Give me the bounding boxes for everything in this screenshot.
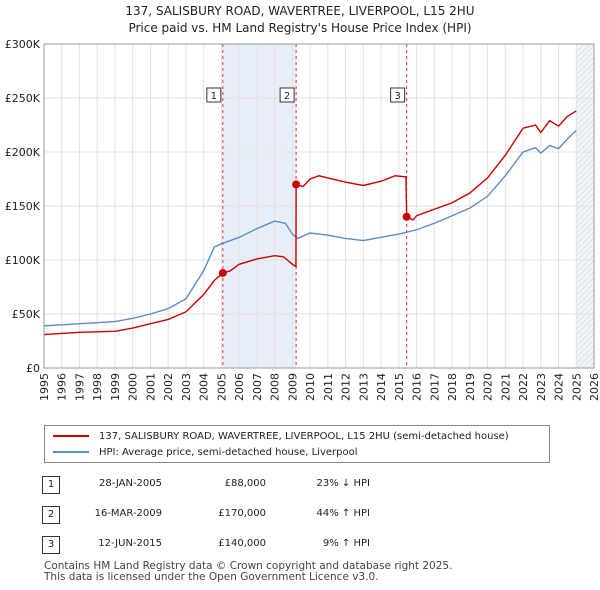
y-tick-label: £100K (5, 254, 41, 267)
legend-entry-property: 137, SALISBURY ROAD, WAVERTREE, LIVERPOO… (53, 428, 509, 444)
x-tick-label: 2000 (127, 373, 140, 401)
x-tick-label: 2020 (482, 373, 495, 401)
y-tick-label: £200K (5, 146, 41, 159)
x-tick-label: 2002 (162, 373, 175, 401)
x-tick-label: 1999 (109, 373, 122, 401)
chart-title: 137, SALISBURY ROAD, WAVERTREE, LIVERPOO… (125, 4, 475, 18)
x-tick-label: 2017 (428, 373, 441, 401)
footer-licence: This data is licensed under the Open Gov… (44, 571, 379, 583)
y-tick-label: £0 (26, 362, 40, 375)
transaction-date: 16-MAR-2009 (94, 508, 162, 519)
transaction-date: 28-JAN-2005 (98, 478, 162, 489)
y-tick-label: £300K (5, 38, 41, 51)
x-tick-label: 2019 (464, 373, 477, 401)
transaction-marker-label: 3 (394, 91, 400, 102)
x-tick-label: 2016 (411, 373, 424, 401)
transaction-point (292, 180, 301, 189)
transaction-row: 1 28-JAN-2005 £88,000 23% ↓ HPI (0, 474, 600, 498)
x-tick-label: 2008 (269, 373, 282, 401)
x-tick-label: 2022 (517, 373, 530, 401)
x-tick-label: 2026 (588, 373, 600, 401)
x-tick-label: 2013 (357, 373, 370, 401)
transaction-price: £140,000 (218, 538, 266, 549)
footer: Contains HM Land Registry data © Crown c… (44, 561, 452, 583)
x-tick-label: 2004 (198, 373, 211, 401)
legend-line-property (53, 435, 89, 437)
x-tick-label: 1995 (38, 373, 51, 401)
footer-copyright: Contains HM Land Registry data © Crown c… (44, 560, 453, 572)
legend: 137, SALISBURY ROAD, WAVERTREE, LIVERPOO… (44, 425, 550, 463)
x-tick-label: 2005 (215, 373, 228, 401)
x-tick-label: 2018 (446, 373, 459, 401)
transaction-hpi: 23% ↓ HPI (316, 478, 370, 489)
transaction-row: 2 16-MAR-2009 £170,000 44% ↑ HPI (0, 504, 600, 528)
legend-entry-hpi: HPI: Average price, semi-detached house,… (53, 444, 358, 460)
x-tick-label: 2025 (570, 373, 583, 401)
x-tick-label: 2010 (304, 373, 317, 401)
transaction-number: 3 (42, 536, 60, 554)
x-tick-label: 2012 (340, 373, 353, 401)
transaction-hpi: 44% ↑ HPI (316, 508, 370, 519)
transaction-date: 12-JUN-2015 (98, 538, 162, 549)
transaction-price: £88,000 (224, 478, 266, 489)
x-tick-label: 1997 (73, 373, 86, 401)
transaction-marker-box (206, 87, 222, 103)
x-tick-label: 2007 (251, 373, 264, 401)
x-tick-label: 2021 (499, 373, 512, 401)
x-tick-label: 2009 (286, 373, 299, 401)
transaction-number: 1 (42, 476, 60, 494)
transaction-point (402, 212, 411, 221)
x-tick-label: 2001 (144, 373, 157, 401)
transaction-number: 2 (42, 506, 60, 524)
transaction-marker-label: 1 (211, 91, 217, 102)
x-tick-label: 2006 (233, 373, 246, 401)
property-line (43, 110, 577, 336)
transaction-point (218, 268, 227, 277)
x-tick-label: 2014 (375, 373, 388, 401)
legend-line-hpi (53, 451, 89, 453)
chart-subtitle: Price paid vs. HM Land Registry's House … (128, 21, 472, 35)
x-tick-label: 2024 (553, 373, 566, 401)
x-tick-label: 2015 (393, 373, 406, 401)
legend-label-hpi: HPI: Average price, semi-detached house,… (99, 446, 358, 458)
plot-frame (43, 43, 595, 369)
y-tick-label: £250K (5, 92, 41, 105)
transaction-price: £170,000 (218, 508, 266, 519)
hpi-line (43, 129, 577, 327)
y-tick-label: £150K (5, 200, 41, 213)
x-tick-label: 1996 (56, 373, 69, 401)
x-tick-label: 1998 (91, 373, 104, 401)
transaction-marker-label: 2 (284, 91, 290, 102)
x-tick-label: 2023 (535, 373, 548, 401)
transaction-row: 3 12-JUN-2015 £140,000 9% ↑ HPI (0, 534, 600, 558)
x-tick-label: 2003 (180, 373, 193, 401)
transaction-marker-box (279, 87, 295, 103)
transaction-marker-box (390, 87, 406, 103)
legend-label-property: 137, SALISBURY ROAD, WAVERTREE, LIVERPOO… (99, 430, 509, 442)
price-chart: £0 £50K £100K £150K £200K £250K £300K 1995 1996 1… (5, 38, 600, 401)
x-tick-label: 2011 (322, 373, 335, 401)
y-tick-label: £50K (12, 308, 41, 321)
transaction-hpi: 9% ↑ HPI (322, 538, 370, 549)
